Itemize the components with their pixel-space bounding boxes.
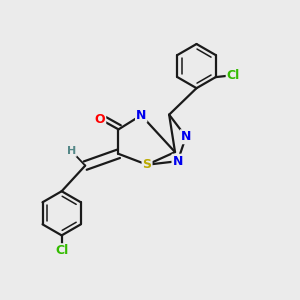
Text: H: H: [67, 146, 76, 156]
Text: N: N: [181, 130, 191, 143]
Text: Cl: Cl: [227, 69, 240, 82]
Text: Cl: Cl: [55, 244, 68, 257]
Text: N: N: [172, 155, 183, 168]
Text: S: S: [142, 158, 152, 171]
Text: N: N: [136, 109, 146, 122]
Text: O: O: [94, 112, 105, 126]
